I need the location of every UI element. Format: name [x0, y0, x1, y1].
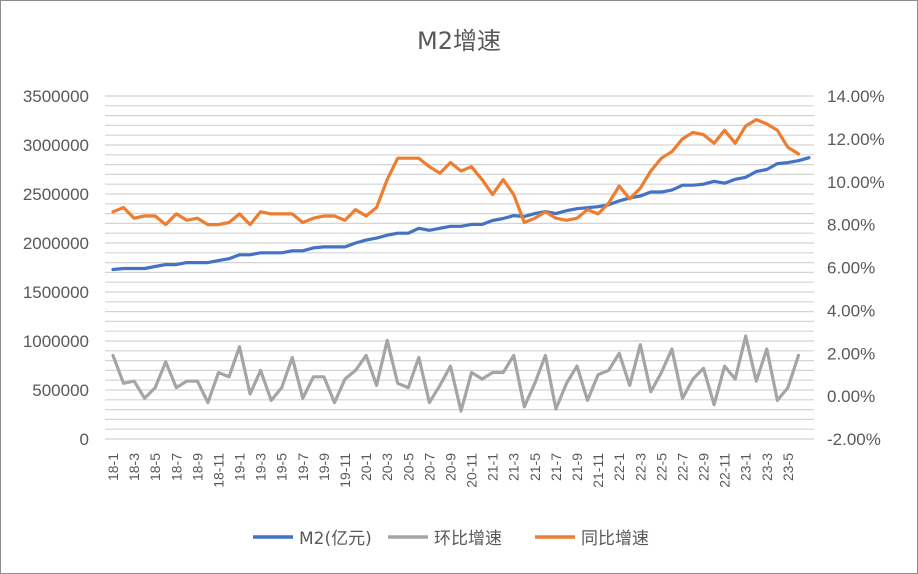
- x-tick-label: 23-3: [759, 453, 775, 481]
- legend-label: 同比增速: [581, 529, 649, 549]
- x-tick-label: 22-1: [611, 453, 627, 481]
- x-tick-label: 20-7: [421, 453, 437, 481]
- x-tick-label: 23-1: [738, 453, 754, 481]
- x-tick-label: 22-11: [717, 453, 733, 488]
- left-tick-label: 1000000: [23, 332, 89, 351]
- chart-title: M2增速: [417, 27, 501, 55]
- x-tick-label: 20-1: [358, 453, 374, 481]
- left-tick-label: 1500000: [23, 283, 89, 302]
- x-tick-label: 18-5: [147, 453, 163, 481]
- right-tick-label: 10.00%: [827, 173, 885, 192]
- x-tick-label: 19-7: [295, 453, 311, 481]
- x-tick-label: 21-9: [569, 453, 585, 481]
- x-axis-ticks: 18-1 18-3 18-5 18-7 18-9 18-11 19-1 19-3 19-5 19-…: [105, 453, 796, 488]
- legend-label: M2(亿元): [299, 529, 372, 549]
- x-tick-label: 22-7: [674, 453, 690, 481]
- x-tick-label: 21-1: [485, 453, 501, 481]
- legend-label: 环比增速: [434, 529, 502, 549]
- x-tick-label: 18-7: [168, 453, 184, 481]
- x-tick-label: 21-5: [527, 453, 543, 481]
- left-axis-ticks: 0 500000 1000000 1500000 2000000 2500000 30000…: [23, 87, 89, 449]
- right-tick-label: 0.00%: [827, 387, 875, 406]
- x-tick-label: 19-1: [232, 453, 248, 481]
- legend: M2(亿元) 环比增速 同比增速: [253, 529, 649, 549]
- x-tick-label: 19-11: [337, 453, 353, 488]
- left-tick-label: 2500000: [23, 185, 89, 204]
- x-tick-label: 22-3: [632, 453, 648, 481]
- series-line-2: [111, 117, 801, 227]
- gridlines: [105, 95, 814, 440]
- x-tick-label: 23-5: [780, 453, 796, 481]
- x-tick-label: 22-9: [696, 453, 712, 481]
- right-tick-label: 14.00%: [827, 87, 885, 106]
- series-layer: [111, 117, 811, 413]
- right-axis-ticks: -2.00% 0.00% 2.00% 4.00% 6.00% 8.00% 10.00% 12.…: [827, 87, 885, 449]
- x-tick-label: 20-3: [379, 453, 395, 481]
- right-tick-label: 4.00%: [827, 301, 875, 320]
- x-tick-label: 20-9: [442, 453, 458, 481]
- x-tick-label: 18-3: [126, 453, 142, 481]
- right-tick-label: 12.00%: [827, 130, 885, 149]
- left-tick-label: 3500000: [23, 87, 89, 106]
- series-line-0: [111, 156, 811, 272]
- series-line-1: [111, 334, 801, 413]
- x-tick-label: 18-11: [210, 453, 226, 488]
- left-tick-label: 2000000: [23, 234, 89, 253]
- x-tick-label: 21-7: [548, 453, 564, 481]
- left-tick-label: 0: [80, 430, 89, 449]
- x-tick-label: 21-11: [590, 453, 606, 488]
- x-tick-label: 22-5: [653, 453, 669, 481]
- right-tick-label: 2.00%: [827, 344, 875, 363]
- x-tick-label: 20-11: [464, 453, 480, 488]
- x-tick-label: 19-5: [274, 453, 290, 481]
- x-tick-label: 20-5: [400, 453, 416, 481]
- right-tick-label: 6.00%: [827, 259, 875, 278]
- left-tick-label: 3000000: [23, 136, 89, 155]
- left-tick-label: 500000: [32, 381, 89, 400]
- right-tick-label: -2.00%: [827, 430, 881, 449]
- x-tick-label: 21-3: [506, 453, 522, 481]
- x-tick-label: 18-9: [189, 453, 205, 481]
- x-tick-label: 19-9: [316, 453, 332, 481]
- x-tick-label: 19-3: [253, 453, 269, 481]
- x-tick-label: 18-1: [105, 453, 121, 481]
- right-tick-label: 8.00%: [827, 216, 875, 235]
